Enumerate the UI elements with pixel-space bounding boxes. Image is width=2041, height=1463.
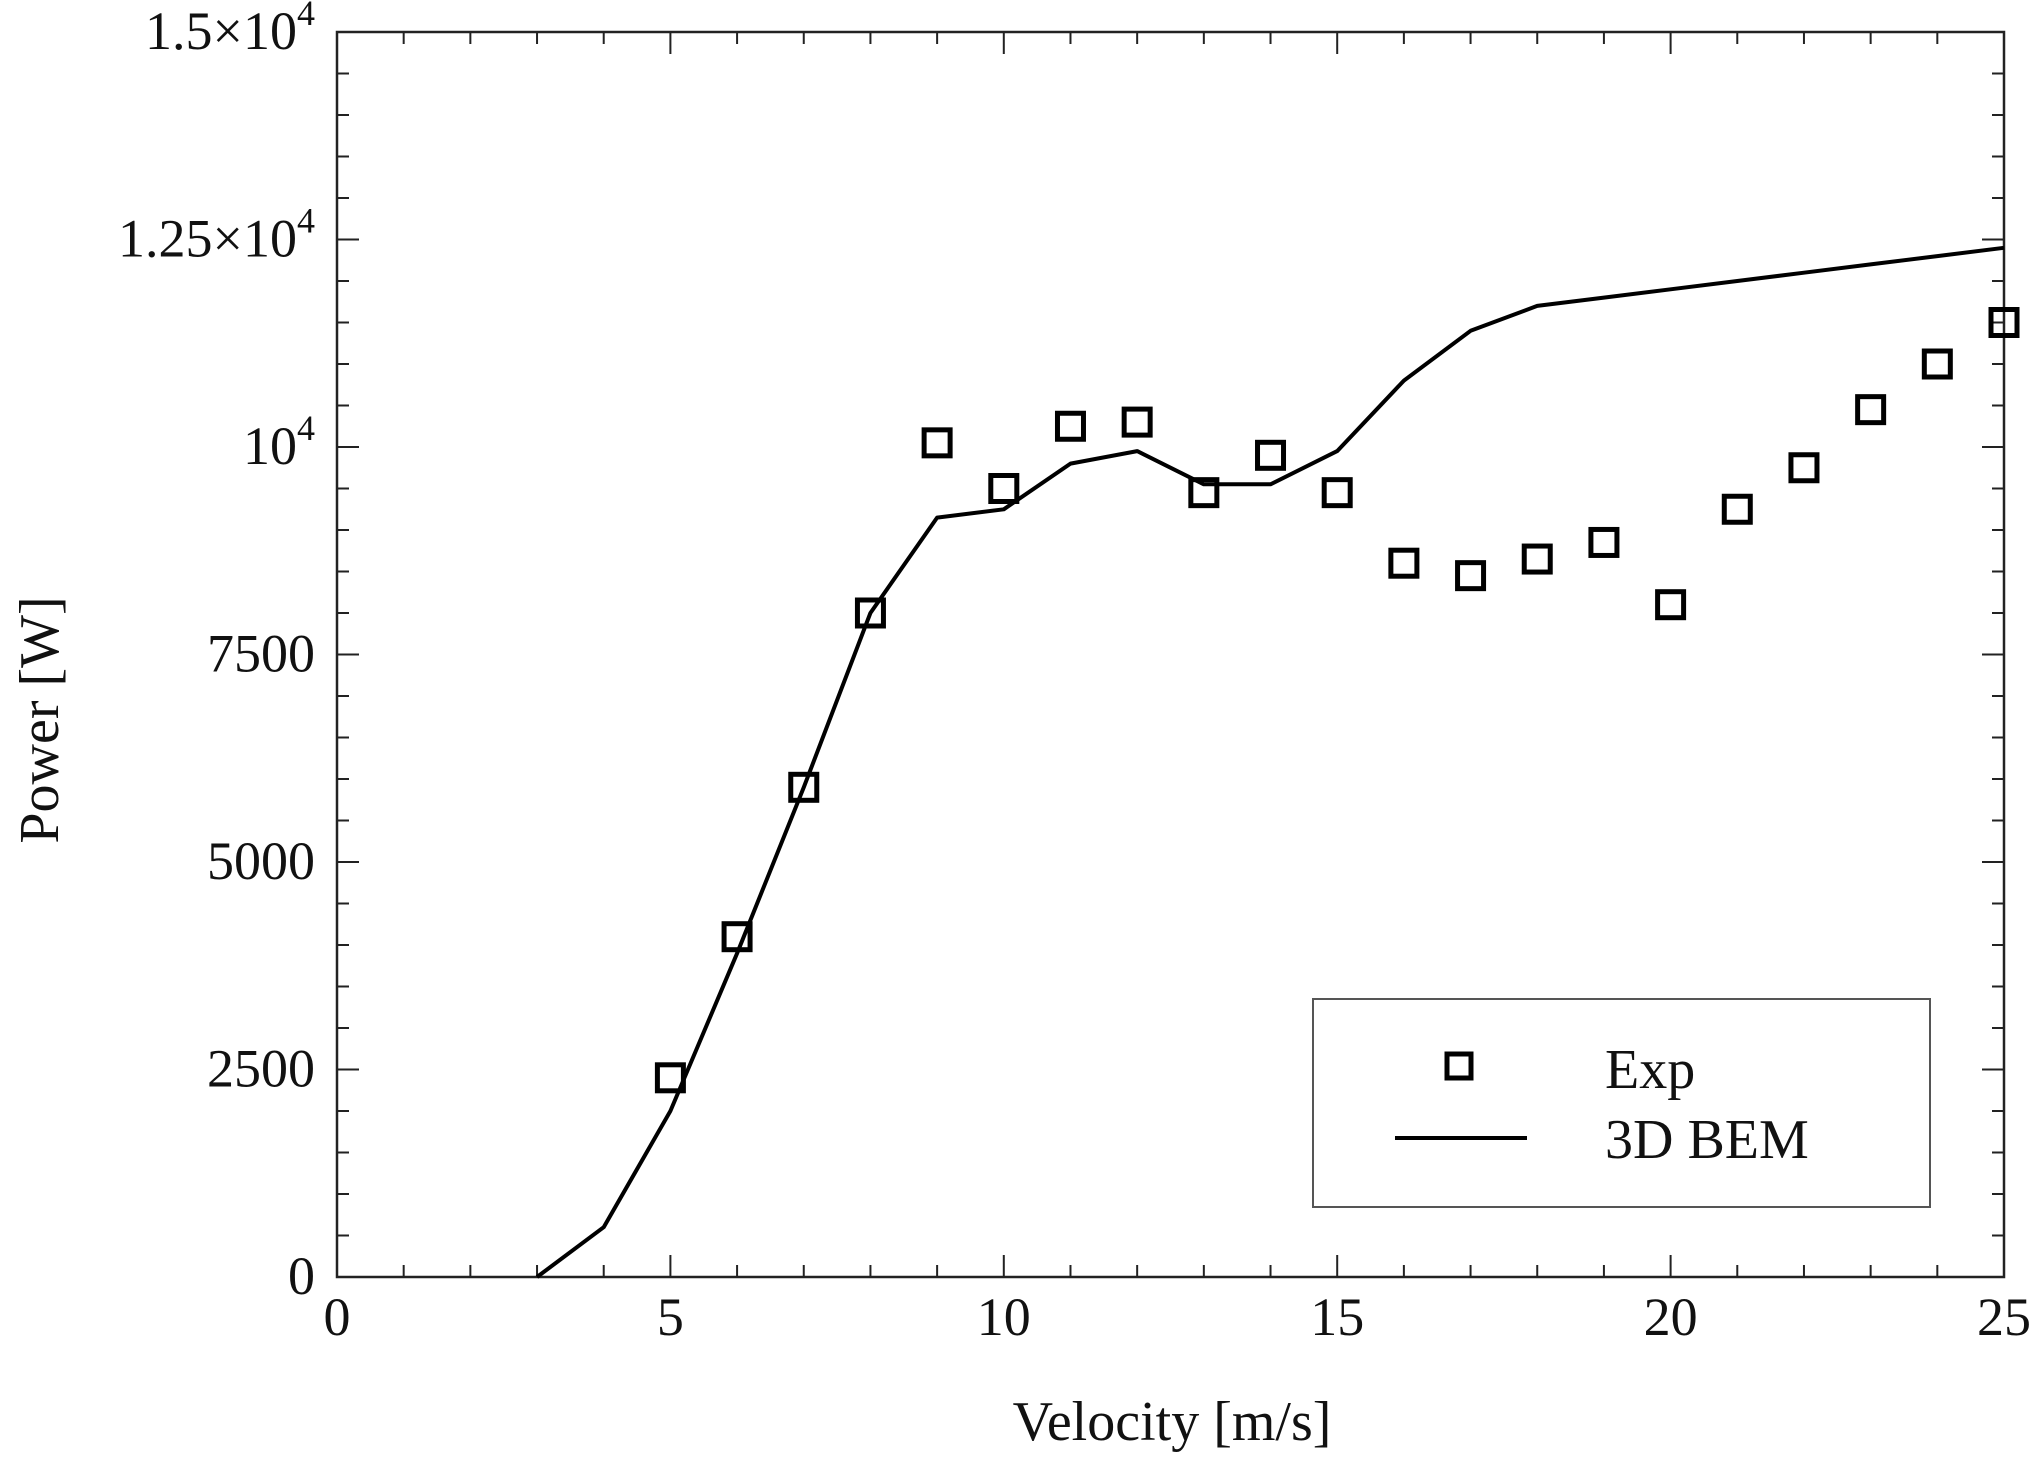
exp-data-point	[1521, 543, 1553, 575]
exp-data-point	[1655, 589, 1687, 621]
exp-data-point	[1788, 452, 1820, 484]
y-tick-label: 7500	[207, 624, 315, 684]
y-tick-label: 104	[243, 408, 315, 476]
exp-data-point	[1054, 410, 1086, 442]
exp-data-point	[1855, 394, 1887, 426]
legend-bem-label: 3D BEM	[1605, 1109, 1809, 1171]
x-tick-label: 5	[657, 1287, 684, 1347]
exp-data-point	[1321, 477, 1353, 509]
x-tick-label: 20	[1644, 1287, 1698, 1347]
exp-data-point	[1988, 307, 2020, 338]
legend-exp-label: Exp	[1605, 1039, 1695, 1101]
y-tick-label: 0	[288, 1246, 315, 1306]
exp-data-point	[788, 771, 820, 803]
x-tick-label: 25	[1977, 1287, 2031, 1347]
exp-data-point	[1121, 406, 1153, 438]
series-3d-bem-line	[535, 245, 2005, 1279]
exp-data-point	[921, 427, 953, 459]
exp-data-point	[1588, 526, 1620, 558]
x-tick-label: 0	[324, 1287, 351, 1347]
exp-data-point	[1921, 348, 1953, 380]
y-tick-label: 5000	[207, 831, 315, 891]
x-tick-label: 15	[1310, 1287, 1364, 1347]
legend: Exp 3D BEM	[1312, 998, 1931, 1208]
y-axis-title: Power [W]	[9, 596, 71, 843]
exp-data-point	[988, 473, 1020, 504]
y-tick-label: 2500	[207, 1039, 315, 1099]
exp-data-point	[1388, 547, 1420, 579]
x-axis-title: Velocity [m/s]	[1013, 1391, 1332, 1453]
exp-data-point	[1721, 493, 1753, 525]
legend-exp-marker	[1444, 1051, 1474, 1081]
exp-data-point	[1455, 560, 1487, 592]
legend-box	[1312, 998, 1931, 1208]
y-tick-label: 1.25×104	[118, 201, 315, 269]
exp-data-point	[654, 1062, 686, 1094]
y-tick-label: 1.5×104	[145, 0, 315, 61]
exp-data-point	[721, 921, 753, 953]
x-tick-label: 10	[977, 1287, 1031, 1347]
exp-data-point	[1188, 477, 1220, 509]
exp-data-point	[854, 597, 886, 629]
exp-data-point	[1255, 439, 1287, 471]
